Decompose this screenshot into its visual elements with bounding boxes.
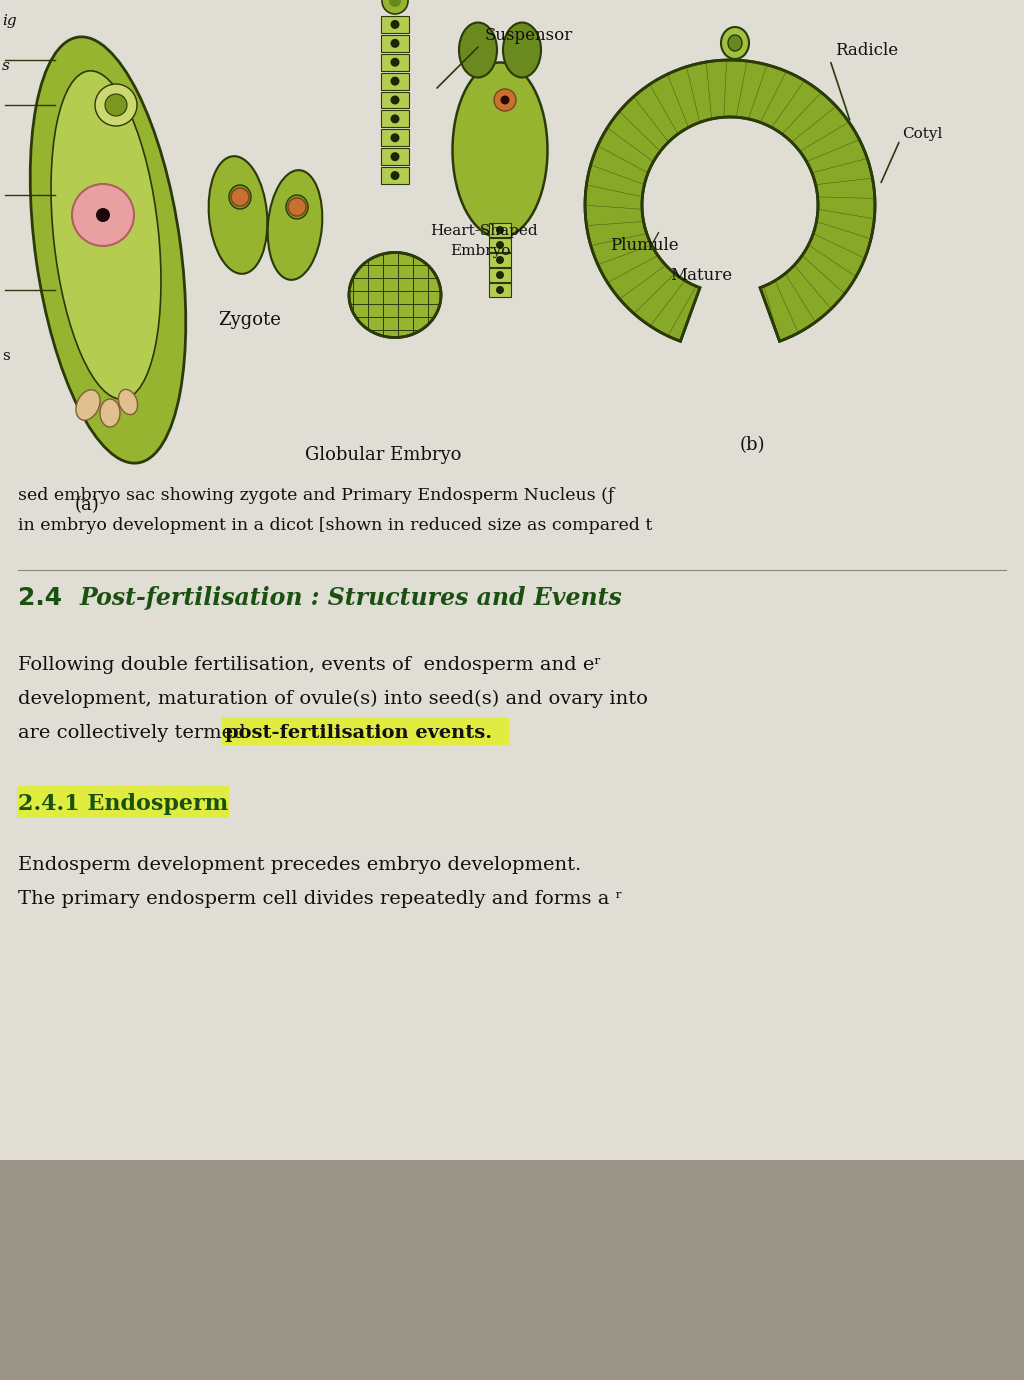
Ellipse shape	[349, 253, 441, 338]
Text: Globular Embryo: Globular Embryo	[305, 446, 462, 464]
Ellipse shape	[72, 184, 134, 246]
Circle shape	[96, 208, 110, 222]
Circle shape	[501, 95, 510, 105]
FancyBboxPatch shape	[0, 1161, 1024, 1380]
Text: Zygote: Zygote	[218, 310, 281, 328]
Circle shape	[390, 58, 399, 66]
Circle shape	[382, 0, 408, 14]
Circle shape	[390, 39, 399, 48]
Ellipse shape	[95, 84, 137, 126]
Circle shape	[390, 19, 399, 29]
Text: (a): (a)	[75, 495, 99, 513]
Circle shape	[496, 286, 504, 294]
Text: (b): (b)	[740, 436, 766, 454]
Ellipse shape	[31, 37, 185, 464]
FancyBboxPatch shape	[489, 224, 511, 237]
Text: The primary endosperm cell divides repeatedly and forms a ʳ: The primary endosperm cell divides repea…	[18, 890, 623, 908]
Circle shape	[288, 197, 306, 217]
Text: Post-fertilisation : Structures and Events: Post-fertilisation : Structures and Even…	[80, 586, 623, 610]
Ellipse shape	[453, 62, 548, 237]
FancyBboxPatch shape	[489, 253, 511, 266]
Text: ig: ig	[2, 14, 16, 28]
Ellipse shape	[119, 389, 137, 414]
Ellipse shape	[503, 22, 541, 77]
Text: Heart-Shaped: Heart-Shaped	[430, 224, 538, 237]
FancyBboxPatch shape	[381, 17, 409, 33]
Text: sed embryo sac showing zygote and Primary Endosperm Nucleus (ƒ: sed embryo sac showing zygote and Primar…	[18, 487, 614, 504]
Circle shape	[390, 171, 399, 179]
Polygon shape	[585, 61, 874, 341]
Ellipse shape	[728, 34, 742, 51]
Ellipse shape	[267, 170, 323, 280]
Ellipse shape	[51, 70, 161, 399]
FancyBboxPatch shape	[489, 268, 511, 282]
FancyBboxPatch shape	[17, 787, 229, 818]
Ellipse shape	[209, 156, 267, 273]
FancyBboxPatch shape	[381, 110, 409, 127]
Circle shape	[496, 270, 504, 279]
Text: Cotyl: Cotyl	[902, 127, 942, 141]
FancyBboxPatch shape	[222, 718, 509, 745]
Ellipse shape	[459, 22, 497, 77]
Ellipse shape	[229, 185, 251, 208]
Ellipse shape	[100, 399, 120, 426]
Text: development, maturation of ovule(s) into seed(s) and ovary into: development, maturation of ovule(s) into…	[18, 690, 648, 708]
Ellipse shape	[286, 195, 308, 219]
Circle shape	[390, 95, 399, 105]
FancyBboxPatch shape	[489, 237, 511, 253]
Circle shape	[496, 257, 504, 264]
Text: 2.4: 2.4	[18, 586, 62, 610]
Circle shape	[496, 241, 504, 248]
Text: Plumule: Plumule	[610, 237, 679, 254]
Text: s: s	[2, 349, 10, 363]
FancyBboxPatch shape	[381, 54, 409, 70]
FancyBboxPatch shape	[381, 148, 409, 166]
FancyBboxPatch shape	[381, 34, 409, 52]
Circle shape	[390, 115, 399, 123]
Text: are collectively termed: are collectively termed	[18, 724, 252, 742]
Ellipse shape	[105, 94, 127, 116]
Circle shape	[389, 0, 401, 7]
FancyBboxPatch shape	[381, 130, 409, 146]
Text: Following double fertilisation, events of  endosperm and eʳ: Following double fertilisation, events o…	[18, 656, 601, 673]
FancyBboxPatch shape	[381, 167, 409, 184]
Circle shape	[231, 188, 249, 206]
Text: s: s	[2, 59, 10, 73]
Circle shape	[390, 152, 399, 161]
FancyBboxPatch shape	[381, 73, 409, 90]
Circle shape	[390, 77, 399, 86]
Circle shape	[496, 226, 504, 235]
Text: Embryo: Embryo	[450, 244, 510, 258]
Text: in embryo development in a dicot [shown in reduced size as compared t: in embryo development in a dicot [shown …	[18, 518, 652, 534]
FancyBboxPatch shape	[489, 283, 511, 297]
Ellipse shape	[721, 28, 749, 59]
Text: Suspensor: Suspensor	[485, 28, 573, 44]
Circle shape	[390, 134, 399, 142]
Text: post-fertilisation events.: post-fertilisation events.	[225, 724, 493, 742]
Ellipse shape	[76, 389, 100, 421]
Text: 2.4.1 Endosperm: 2.4.1 Endosperm	[18, 793, 228, 816]
Circle shape	[494, 88, 516, 110]
FancyBboxPatch shape	[381, 91, 409, 109]
Text: Mature: Mature	[670, 266, 732, 284]
Text: Radicle: Radicle	[835, 41, 898, 59]
Text: Endosperm development precedes embryo development.: Endosperm development precedes embryo de…	[18, 856, 582, 874]
